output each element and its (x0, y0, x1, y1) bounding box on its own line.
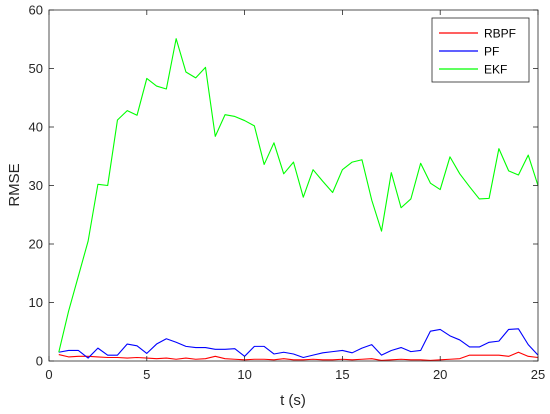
series-layer (58, 38, 539, 361)
series-line-pf (58, 328, 539, 359)
y-tick-label: 20 (29, 237, 43, 252)
x-tick-label: 15 (335, 367, 349, 382)
y-tick-label: 40 (29, 120, 43, 135)
series-line-rbpf (58, 351, 539, 361)
legend-box (431, 17, 530, 83)
x-tick-label: 5 (143, 367, 150, 382)
x-tick-label: 20 (433, 367, 447, 382)
x-tick-label: 25 (531, 367, 545, 382)
legend-label-rbpf: RBPF (484, 27, 516, 41)
x-axis-label: t (s) (280, 392, 306, 409)
series-line-ekf (58, 38, 539, 353)
axes-layer: 0 5 10 15 20 25 0 10 20 30 40 50 60 (29, 3, 546, 383)
legend-label-ekf: EKF (484, 63, 507, 77)
x-tick-label: 10 (237, 367, 251, 382)
y-axis-label: RMSE (6, 163, 23, 206)
y-tick-label: 50 (29, 61, 43, 76)
y-tick-label: 0 (36, 354, 43, 369)
legend-label-pf: PF (484, 45, 499, 59)
y-tick-label: 30 (29, 178, 43, 193)
y-tick-label: 60 (29, 3, 43, 18)
y-tick-label: 10 (29, 295, 43, 310)
x-tick-label: 0 (45, 367, 52, 382)
legend: RBPF PF EKF (431, 17, 530, 83)
